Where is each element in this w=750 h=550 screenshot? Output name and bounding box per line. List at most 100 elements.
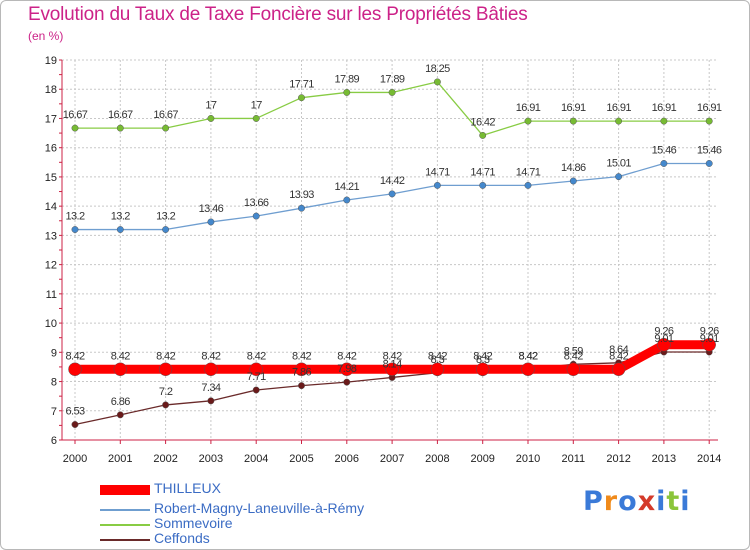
data-point-robert-magny xyxy=(705,160,713,167)
data-label-ceffonds: 7.86 xyxy=(292,367,311,379)
x-tick-label: 2009 xyxy=(470,453,494,465)
data-label-ceffonds: 9.01 xyxy=(654,333,673,345)
data-label-ceffonds: 8.3 xyxy=(476,354,490,366)
data-label-ceffonds: 7.71 xyxy=(247,371,266,383)
data-label-robert-magny: 14.42 xyxy=(380,175,405,187)
data-point-thilleux xyxy=(566,362,581,377)
data-label-ceffonds: 8.14 xyxy=(383,358,402,370)
logo-letter: x xyxy=(637,486,657,517)
data-point-thilleux xyxy=(521,362,535,377)
data-label-robert-magny: 15.01 xyxy=(606,158,631,170)
y-tick-label: 17 xyxy=(45,113,57,125)
data-label-ceffonds: 6.86 xyxy=(111,396,130,408)
data-label-sommevoire: 16.91 xyxy=(561,102,586,114)
x-tick-label: 2002 xyxy=(153,453,177,465)
logo-letter: i xyxy=(680,486,691,517)
data-point-sommevoire xyxy=(252,115,260,122)
data-label-thilleux: 8.42 xyxy=(564,350,583,362)
data-label-sommevoire: 16.91 xyxy=(606,102,631,114)
data-point-robert-magny xyxy=(71,226,79,233)
data-point-thilleux xyxy=(249,362,263,377)
data-point-sommevoire xyxy=(705,117,713,125)
y-tick-label: 13 xyxy=(45,230,57,242)
data-point-thilleux xyxy=(158,362,173,377)
data-label-ceffonds: 6.53 xyxy=(65,406,84,418)
data-point-robert-magny xyxy=(116,226,124,233)
data-point-sommevoire xyxy=(388,88,396,96)
data-label-ceffonds: 8.59 xyxy=(564,345,583,357)
series-group xyxy=(68,78,716,428)
y-tick-label: 7 xyxy=(51,406,57,418)
data-label-thilleux: 8.42 xyxy=(111,350,130,362)
data-point-thilleux xyxy=(657,337,671,352)
data-label-sommevoire: 16.67 xyxy=(153,109,178,121)
data-label-thilleux: 8.42 xyxy=(337,350,356,362)
data-point-ceffonds xyxy=(116,411,124,419)
data-point-sommevoire xyxy=(343,88,351,96)
logo-letter: P xyxy=(583,486,604,517)
data-label-sommevoire: 17.89 xyxy=(335,73,360,85)
data-label-robert-magny: 13.2 xyxy=(65,211,84,223)
x-tick-label: 2003 xyxy=(199,453,223,465)
data-label-ceffonds: 7.34 xyxy=(201,382,220,394)
axes: 6 7 8 9 10 11 12 13 14 15 16 17 18 19 2000 2001 2002 2003… xyxy=(45,55,722,465)
data-point-robert-magny xyxy=(433,181,441,189)
data-label-robert-magny: 13.2 xyxy=(156,211,175,223)
y-tick-label: 16 xyxy=(45,143,57,155)
y-tick-label: 6 xyxy=(51,435,57,447)
legend-label: Ceffonds xyxy=(154,530,210,546)
data-label-sommevoire: 16.91 xyxy=(516,102,541,114)
y-tick-label: 11 xyxy=(46,289,57,301)
data-point-thilleux xyxy=(204,362,218,377)
data-label-ceffonds: 7.2 xyxy=(159,386,173,398)
x-tick-label: 2008 xyxy=(425,453,449,465)
x-tick-label: 2013 xyxy=(652,453,676,465)
data-point-sommevoire xyxy=(298,94,305,102)
data-point-sommevoire xyxy=(162,124,170,132)
data-point-ceffonds xyxy=(252,386,260,394)
data-label-robert-magny: 14.21 xyxy=(335,181,360,193)
data-point-sommevoire xyxy=(660,117,668,125)
x-tick-label: 2005 xyxy=(289,453,313,465)
x-tick-label: 2012 xyxy=(606,453,630,465)
data-point-thilleux xyxy=(611,362,626,377)
data-label-sommevoire: 16.42 xyxy=(470,116,495,128)
data-point-sommevoire xyxy=(524,117,532,125)
data-label-thilleux: 8.42 xyxy=(247,350,266,362)
legend-label: Robert-Magny-Laneuville-à-Rémy xyxy=(154,500,365,516)
data-label-sommevoire: 16.67 xyxy=(108,109,133,121)
data-point-thilleux xyxy=(68,362,82,377)
data-label-sommevoire: 18.25 xyxy=(425,63,450,75)
data-point-thilleux xyxy=(340,362,354,377)
data-point-sommevoire xyxy=(569,117,577,125)
data-point-robert-magny xyxy=(660,160,668,167)
data-point-thilleux xyxy=(475,362,490,377)
data-label-thilleux: 9.26 xyxy=(654,326,673,338)
x-tick-label: 2006 xyxy=(335,453,359,465)
data-label-thilleux: 8.42 xyxy=(518,350,537,362)
data-label-robert-magny: 14.71 xyxy=(516,166,541,178)
data-label-thilleux: 8.42 xyxy=(473,350,492,362)
data-point-ceffonds xyxy=(343,378,351,386)
data-label-sommevoire: 16.91 xyxy=(697,102,722,114)
data-label-sommevoire: 17 xyxy=(205,99,217,111)
logo-letter: t xyxy=(666,486,681,517)
data-point-sommevoire xyxy=(207,115,215,122)
data-point-ceffonds xyxy=(207,397,215,405)
legend-label: THILLEUX xyxy=(154,480,221,496)
legend-swatch xyxy=(100,509,150,511)
data-point-thilleux xyxy=(430,362,445,377)
y-tick-label: 18 xyxy=(45,84,57,96)
data-label-ceffonds: 8.42 xyxy=(518,350,537,362)
y-axis-unit: (en %) xyxy=(28,29,64,43)
data-point-robert-magny xyxy=(388,190,396,198)
data-labels: 16.67 16.67 16.67 17 17 17.71 17.89 17.89 18.25 1… xyxy=(63,63,723,418)
data-point-sommevoire xyxy=(71,124,79,132)
data-point-sommevoire xyxy=(116,124,124,132)
data-point-sommevoire xyxy=(479,131,487,139)
x-tick-label: 2014 xyxy=(697,453,721,465)
y-tick-label: 10 xyxy=(45,318,57,330)
data-label-robert-magny: 14.86 xyxy=(561,162,586,174)
data-point-sommevoire xyxy=(615,117,623,125)
